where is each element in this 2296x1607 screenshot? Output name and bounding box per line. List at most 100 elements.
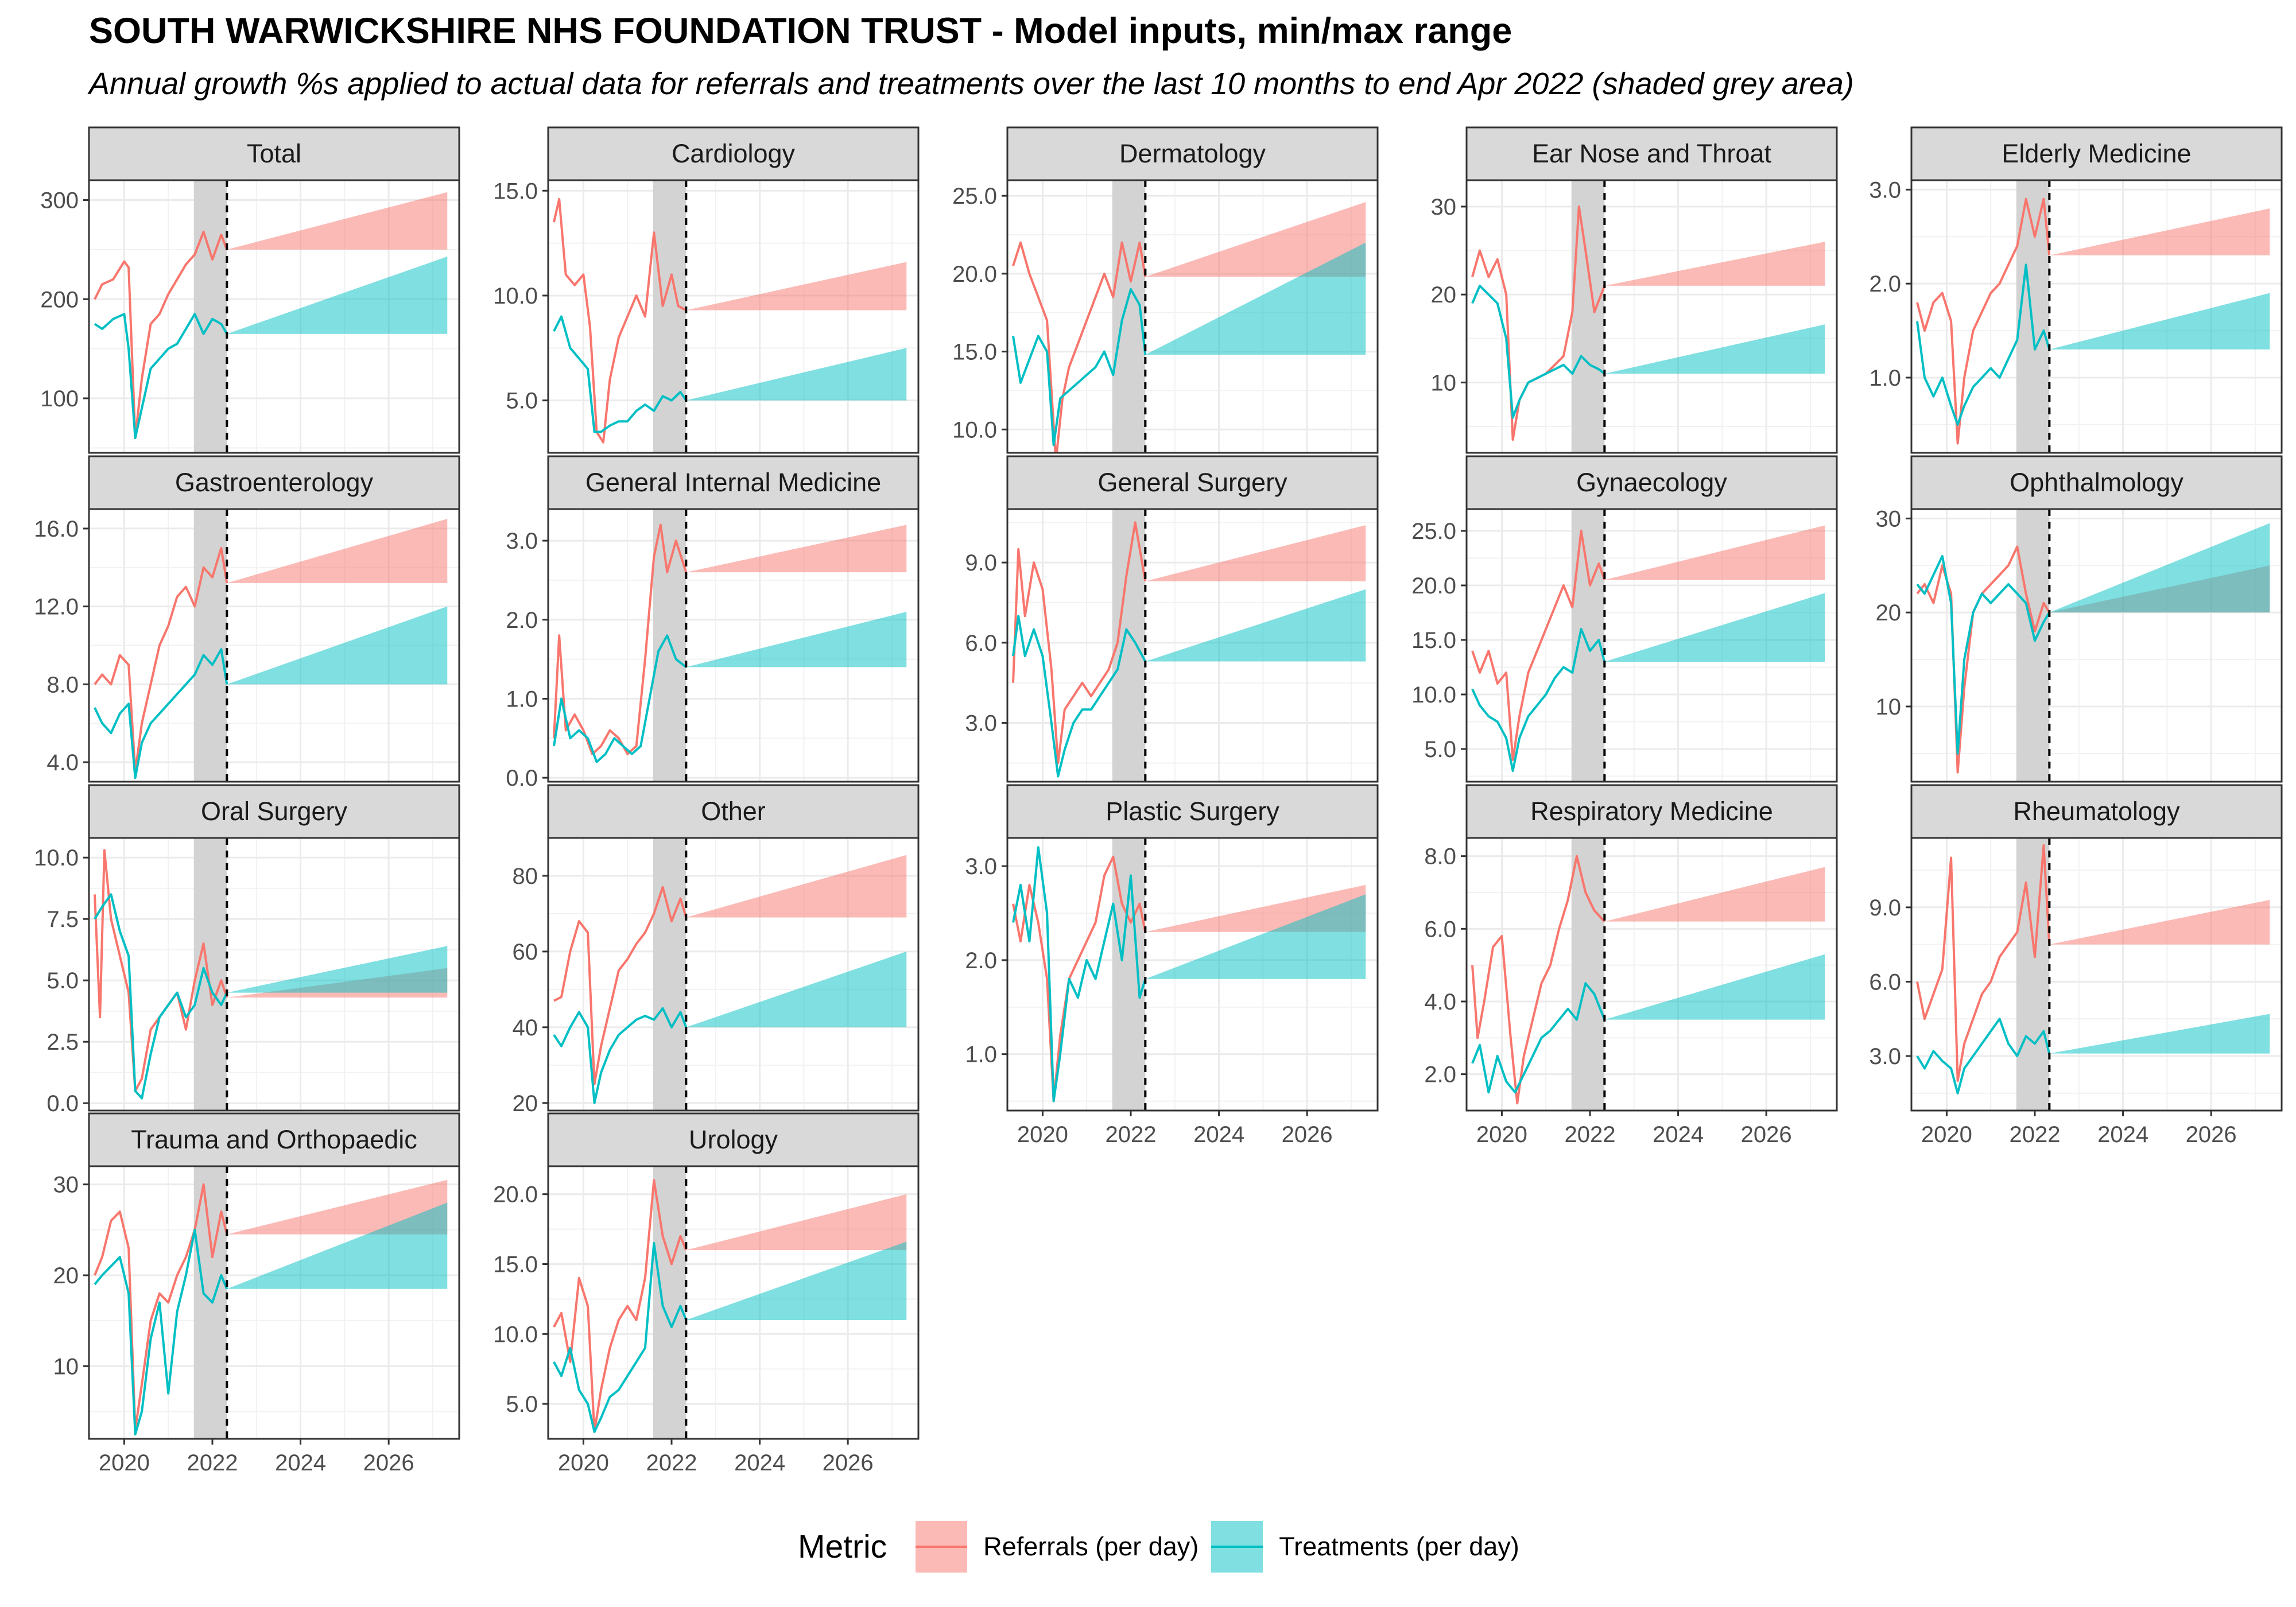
y-tick-label: 25.0	[952, 184, 997, 209]
series-line-referrals-per-day	[553, 886, 688, 1085]
series-line-treatments-per-day	[553, 1242, 688, 1433]
panel-border	[1465, 508, 1838, 783]
projection-ribbon-treatments-per-day	[1145, 589, 1366, 662]
x-tick-label: 2022	[1565, 1122, 1616, 1147]
x-tick-label: 2026	[2186, 1122, 2237, 1147]
strip-label-cardiology: Cardiology	[672, 139, 796, 168]
x-tick-label: 2026	[363, 1450, 414, 1476]
baseline-window	[653, 838, 687, 1111]
series-line-referrals-per-day	[1012, 521, 1147, 764]
series-line-treatments-per-day	[553, 315, 687, 433]
y-tick-label: 30	[53, 1173, 79, 1198]
y-tick-label: 2.0	[965, 948, 997, 973]
y-tick-label: 30	[1876, 506, 1902, 531]
y-tick-label: 1.0	[506, 686, 538, 712]
y-tick-label: 20.0	[952, 262, 997, 287]
y-tick-label: 9.0	[965, 550, 997, 576]
strip-label-total: Total	[247, 139, 301, 168]
strip-trauma-and-orthopaedic	[88, 1112, 460, 1167]
y-tick-label: 10.0	[34, 845, 79, 871]
strip-label-ear-nose-and-throat: Ear Nose and Throat	[1532, 139, 1771, 168]
strip-respiratory-medicine	[1465, 784, 1838, 839]
series-line-treatments-per-day	[94, 648, 228, 779]
strip-label-trauma-and-orthopaedic: Trauma and Orthopaedic	[131, 1125, 417, 1154]
y-tick-label: 20.0	[493, 1182, 538, 1208]
y-tick-label: 4.0	[1424, 989, 1456, 1015]
projection-ribbon-treatments-per-day	[1145, 894, 1366, 979]
projection-ribbon-referrals-per-day	[1604, 525, 1825, 580]
panel-border	[1006, 179, 1379, 454]
projection-ribbon-treatments-per-day	[686, 611, 907, 667]
projection-ribbon-referrals-per-day	[1145, 202, 1366, 277]
projection-ribbon-treatments-per-day	[227, 1202, 448, 1289]
series-line-referrals-per-day	[553, 523, 688, 755]
y-tick-label: 2.0	[506, 608, 538, 633]
y-tick-label: 10.0	[952, 417, 997, 442]
panel-respiratory-medicine: Respiratory Medicine 2.0 4.0 6.0 8.0 2020 2022…	[1424, 784, 1838, 1147]
y-tick-label: 6.0	[1869, 969, 1901, 995]
legend-key-referrals	[916, 1521, 968, 1573]
panel-cardiology: Cardiology 5.0 10.0 15.0	[493, 126, 920, 454]
panel-border	[1465, 179, 1838, 454]
y-tick-label: 300	[40, 188, 79, 214]
baseline-window	[2016, 838, 2050, 1111]
y-tick-label: 7.5	[46, 907, 79, 932]
x-tick-label: 2024	[1653, 1122, 1704, 1147]
y-tick-label: 2.0	[1424, 1062, 1456, 1088]
series-line-treatments-per-day	[1471, 982, 1606, 1094]
strip-label-gynaecology: Gynaecology	[1576, 468, 1727, 497]
panel-ophthalmology: Ophthalmology 10 20 30	[1876, 455, 2283, 783]
projection-ribbon-referrals-per-day	[686, 855, 907, 918]
series-line-treatments-per-day	[1012, 615, 1147, 778]
x-tick-label: 2020	[1017, 1122, 1068, 1147]
y-tick-label: 100	[40, 386, 79, 412]
projection-ribbon-treatments-per-day	[2049, 523, 2270, 613]
projection-ribbon-referrals-per-day	[227, 518, 448, 583]
panel-border	[1465, 837, 1838, 1112]
panel-border	[88, 179, 460, 454]
series-line-treatments-per-day	[553, 634, 687, 763]
series-line-referrals-per-day	[1471, 530, 1606, 761]
y-tick-label: 9.0	[1869, 895, 1901, 921]
panel-border	[88, 837, 460, 1112]
projection-ribbon-referrals-per-day	[227, 1179, 448, 1235]
projection-ribbon-treatments-per-day	[1604, 324, 1825, 374]
y-tick-label: 5.0	[46, 968, 79, 993]
x-tick-label: 2020	[1921, 1122, 1972, 1147]
strip-label-respiratory-medicine: Respiratory Medicine	[1530, 797, 1773, 826]
y-tick-label: 15.0	[1411, 628, 1456, 653]
y-tick-label: 1.0	[965, 1042, 997, 1068]
projection-ribbon-treatments-per-day	[2049, 1014, 2270, 1054]
projection-ribbon-treatments-per-day	[686, 348, 907, 401]
projection-ribbon-referrals-per-day	[2049, 208, 2270, 256]
projection-ribbon-referrals-per-day	[227, 192, 448, 250]
projection-ribbon-referrals-per-day	[686, 1194, 907, 1251]
projection-ribbon-referrals-per-day	[2049, 899, 2270, 945]
projection-ribbon-treatments-per-day	[1604, 954, 1825, 1020]
strip-gynaecology	[1465, 455, 1838, 510]
x-tick-label: 2026	[823, 1450, 874, 1476]
strip-general-internal-medicine	[547, 455, 920, 510]
panel-gastroenterology: Gastroenterology 4.0 8.0 12.0 16.0	[34, 455, 460, 783]
y-tick-label: 2.5	[46, 1030, 79, 1055]
legend-title: Metric	[798, 1528, 887, 1565]
panel-border	[547, 1165, 920, 1440]
y-tick-label: 3.0	[965, 854, 997, 879]
series-line-treatments-per-day	[1916, 554, 2051, 755]
x-tick-label: 2024	[275, 1450, 326, 1476]
panel-general-surgery: General Surgery 3.0 6.0 9.0	[965, 455, 1379, 783]
strip-label-plastic-surgery: Plastic Surgery	[1106, 797, 1279, 826]
y-tick-label: 10.0	[493, 284, 538, 309]
strip-label-general-internal-medicine: General Internal Medicine	[585, 468, 881, 497]
y-tick-label: 0.0	[46, 1091, 79, 1116]
panel-border	[88, 508, 460, 783]
projection-ribbon-referrals-per-day	[686, 262, 907, 310]
panel-dermatology: Dermatology 10.0 15.0 20.0 25.0	[952, 126, 1379, 454]
panel-bg	[548, 180, 918, 453]
y-tick-label: 200	[40, 287, 79, 312]
y-tick-label: 0.0	[506, 766, 538, 791]
y-tick-label: 40	[513, 1015, 538, 1041]
series-line-referrals-per-day	[553, 197, 687, 444]
projection-ribbon-treatments-per-day	[686, 951, 907, 1027]
y-tick-label: 10	[1431, 370, 1457, 395]
